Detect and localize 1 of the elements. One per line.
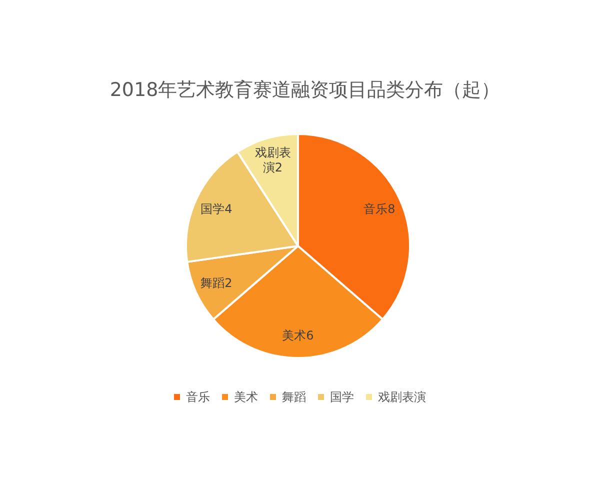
title: 2018年艺术教育赛道融资项目品类分布（起） [110, 79, 500, 101]
